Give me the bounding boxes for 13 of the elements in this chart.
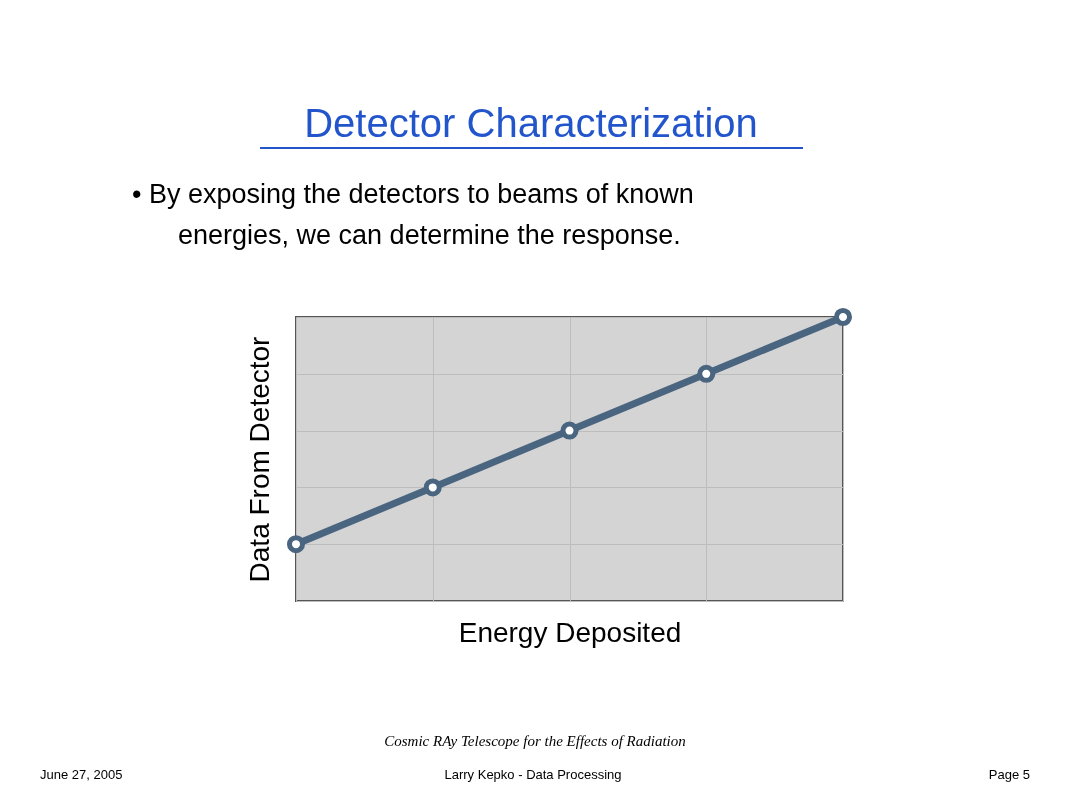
point	[286, 535, 306, 554]
chart-title: Detector Characterization	[304, 101, 758, 145]
point	[423, 478, 442, 497]
point	[697, 364, 716, 383]
chart-subtitle: • By exposing the detectors to beams of known energies, we can determine the response.	[132, 179, 694, 250]
text: Larry Kepko - Data Processing	[444, 767, 622, 782]
point	[833, 307, 853, 327]
text: Cosmic RAy Telescope for the Effects of Radiation	[384, 733, 686, 749]
x-axis-title: Energy Deposited	[458, 616, 682, 648]
text: June 27, 2005	[40, 767, 123, 782]
y-axis-title: Data From Detector	[243, 336, 275, 583]
text: Page 5	[988, 767, 1030, 782]
point	[560, 421, 579, 440]
